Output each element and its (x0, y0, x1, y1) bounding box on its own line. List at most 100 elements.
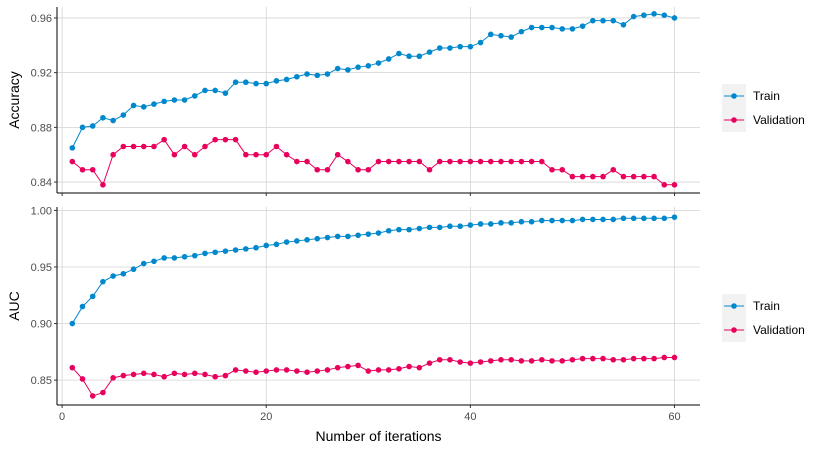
data-point (487, 31, 494, 38)
data-point (130, 102, 137, 109)
data-point (273, 241, 280, 248)
data-point (630, 13, 637, 20)
data-point (436, 356, 443, 363)
data-point (518, 158, 525, 165)
data-point (528, 158, 535, 165)
data-point (212, 373, 218, 380)
data-point (620, 21, 627, 28)
data-point (375, 367, 382, 373)
data-point (539, 217, 545, 224)
data-point (396, 50, 402, 57)
data-point (426, 224, 433, 231)
data-point (518, 358, 525, 364)
x-tick-label: 20 (260, 411, 272, 423)
data-point (416, 225, 423, 232)
data-point (651, 173, 657, 180)
data-point (100, 389, 106, 396)
legend-key-point (731, 93, 737, 99)
data-point (528, 218, 535, 225)
data-point (243, 246, 249, 252)
data-point (263, 368, 270, 374)
data-point (406, 158, 412, 165)
data-point (477, 221, 484, 227)
data-point (559, 358, 566, 364)
data-point (314, 166, 321, 173)
data-point (110, 151, 116, 158)
data-point (651, 215, 657, 222)
data-point (549, 358, 555, 364)
data-point (457, 158, 463, 165)
data-point (304, 71, 310, 77)
y-tick-label: 0.90 (31, 319, 52, 331)
data-point (620, 215, 627, 222)
data-point (110, 117, 116, 124)
data-point (436, 158, 443, 165)
data-point (671, 181, 678, 188)
legend-label: Validation (753, 323, 805, 337)
data-point (559, 166, 566, 173)
data-point (345, 67, 351, 73)
data-point (671, 214, 678, 220)
data-point (232, 367, 239, 373)
data-point (406, 53, 412, 60)
y-axis-title: Accuracy (6, 71, 22, 129)
data-point (651, 355, 657, 362)
data-point (508, 34, 514, 40)
data-point (385, 367, 392, 373)
legend-label: Train (753, 299, 780, 313)
data-point (600, 355, 606, 362)
data-point (671, 15, 678, 21)
data-point (539, 356, 545, 363)
data-point (365, 368, 372, 374)
data-point (161, 255, 167, 261)
data-point (385, 227, 392, 234)
data-point (243, 368, 249, 374)
data-point (447, 158, 453, 165)
x-tick-label: 0 (59, 411, 65, 423)
data-point (181, 253, 188, 260)
data-point (181, 371, 188, 378)
data-point (457, 43, 463, 50)
data-point (232, 136, 239, 143)
data-point (171, 97, 178, 103)
data-point (539, 158, 545, 165)
data-point (304, 369, 310, 375)
data-point (467, 158, 474, 165)
data-point (385, 56, 392, 62)
data-point (385, 158, 392, 165)
data-point (263, 80, 270, 87)
data-point (314, 72, 321, 79)
data-point (447, 356, 453, 363)
data-point (569, 173, 576, 180)
data-point (222, 372, 229, 379)
data-point (416, 364, 423, 371)
data-point (89, 393, 96, 399)
data-point (375, 230, 382, 236)
data-point (579, 23, 586, 29)
data-point (171, 370, 178, 377)
data-point (191, 93, 198, 99)
data-point (457, 359, 463, 365)
data-point (324, 367, 331, 373)
data-point (447, 223, 453, 230)
data-point (69, 364, 76, 371)
data-point (426, 360, 433, 366)
data-point (345, 363, 351, 370)
data-point (590, 216, 596, 223)
data-point (191, 151, 198, 158)
data-point (151, 101, 157, 107)
y-tick-label: 0.92 (31, 68, 52, 80)
y-tick-label: 0.84 (31, 177, 52, 189)
y-tick-label: 0.85 (31, 375, 52, 387)
data-point (569, 26, 576, 32)
data-point (253, 369, 259, 375)
data-point (498, 32, 504, 39)
data-point (212, 87, 218, 94)
data-point (171, 151, 178, 158)
y-tick-label: 1.00 (31, 205, 52, 217)
data-point (416, 53, 423, 60)
data-point (396, 365, 402, 372)
data-point (508, 220, 514, 226)
data-point (569, 217, 576, 224)
data-point (120, 372, 127, 379)
